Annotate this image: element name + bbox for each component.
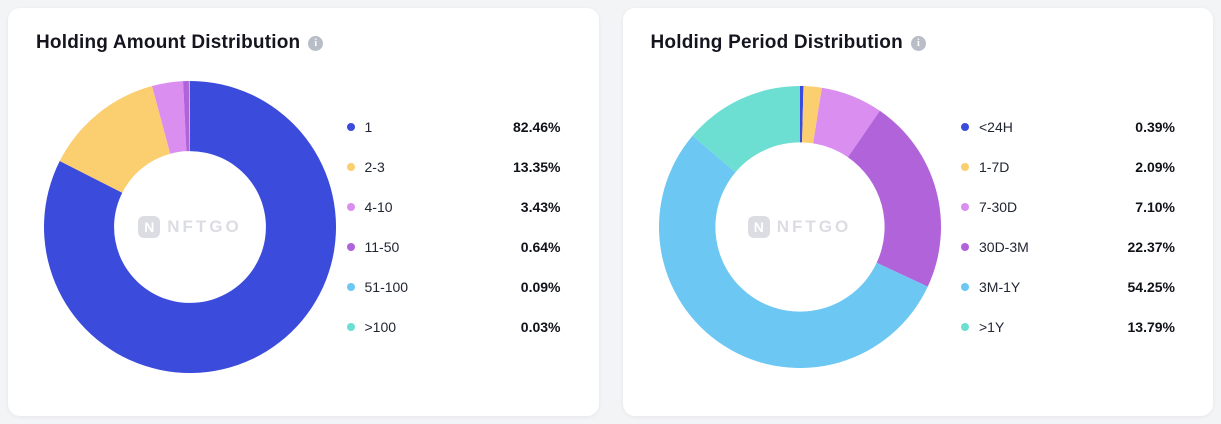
legend-label: >1Y bbox=[979, 319, 1005, 335]
donut-segment[interactable] bbox=[658, 135, 928, 368]
legend-dot bbox=[961, 123, 969, 131]
legend-dot bbox=[961, 203, 969, 211]
donut-segment[interactable] bbox=[44, 81, 336, 373]
legend-label: <24H bbox=[979, 119, 1013, 135]
legend: 1 82.46% 2-3 13.35% 4-10 3.43% 11-50 0.64% 51-10… bbox=[346, 119, 561, 335]
legend-label: 11-50 bbox=[364, 239, 400, 255]
holding-amount-chart-body: N NFTGO 1 82.46% 2-3 13.35% 4-10 3.43% 11-50 0.… bbox=[36, 54, 571, 396]
legend-dot bbox=[346, 323, 355, 331]
legend-item[interactable]: 51-100 0.09% bbox=[346, 279, 561, 295]
donut-segment[interactable] bbox=[152, 81, 187, 154]
legend-dot bbox=[961, 283, 969, 291]
legend-label: 4-10 bbox=[364, 199, 393, 215]
donut-segment[interactable] bbox=[188, 81, 190, 152]
donut-chart bbox=[44, 81, 336, 373]
legend-item[interactable]: 4-10 3.43% bbox=[346, 199, 561, 215]
legend: <24H 0.39% 1-7D 2.09% 7-30D 7.10% 30D-3M 22.37%… bbox=[961, 119, 1175, 335]
holding-amount-header: Holding Amount Distribution i bbox=[36, 32, 571, 54]
legend-percent: 3.43% bbox=[520, 199, 561, 215]
legend-dot bbox=[961, 163, 969, 171]
legend-label: 2-3 bbox=[364, 159, 385, 175]
legend-dot bbox=[346, 203, 355, 211]
donut-segment[interactable] bbox=[183, 81, 190, 152]
legend-item[interactable]: 1-7D 2.09% bbox=[961, 159, 1175, 175]
legend-dot bbox=[346, 123, 355, 131]
legend-item[interactable]: >100 0.03% bbox=[346, 319, 561, 335]
legend-percent: 0.64% bbox=[520, 239, 561, 255]
holding-period-title: Holding Period Distribution bbox=[650, 32, 903, 53]
legend-dot bbox=[961, 323, 969, 331]
donut-segment[interactable] bbox=[847, 110, 941, 287]
legend-label: 30D-3M bbox=[979, 239, 1029, 255]
legend-percent: 0.39% bbox=[1135, 119, 1175, 135]
legend-item[interactable]: 3M-1Y 54.25% bbox=[961, 279, 1175, 295]
info-icon[interactable]: i bbox=[308, 35, 324, 51]
legend-percent: 54.25% bbox=[1127, 279, 1175, 295]
holding-period-donut: N NFTGO bbox=[658, 86, 941, 368]
legend-item[interactable]: 1 82.46% bbox=[346, 119, 561, 135]
legend-label: 1-7D bbox=[979, 159, 1010, 175]
donut-segment[interactable] bbox=[59, 86, 171, 193]
info-icon[interactable]: i bbox=[910, 35, 926, 51]
legend-dot bbox=[346, 283, 355, 291]
legend-item[interactable]: >1Y 13.79% bbox=[961, 319, 1175, 335]
legend-percent: 2.09% bbox=[1135, 159, 1175, 175]
legend-item[interactable]: 30D-3M 22.37% bbox=[961, 239, 1175, 255]
legend-item[interactable]: 7-30D 7.10% bbox=[961, 199, 1175, 215]
holding-amount-title: Holding Amount Distribution bbox=[36, 32, 301, 53]
donut-segment[interactable] bbox=[799, 86, 803, 143]
legend-percent: 7.10% bbox=[1135, 199, 1175, 215]
legend-dot bbox=[346, 243, 355, 251]
legend-label: 3M-1Y bbox=[979, 279, 1021, 295]
donut-segment[interactable] bbox=[801, 86, 822, 144]
holding-period-card: Holding Period Distribution i N NFTGO <2… bbox=[622, 8, 1213, 416]
legend-dot bbox=[961, 243, 969, 251]
legend-label: 7-30D bbox=[979, 199, 1018, 215]
legend-percent: 0.03% bbox=[520, 319, 561, 335]
legend-percent: 82.46% bbox=[513, 119, 561, 135]
legend-item[interactable]: 11-50 0.64% bbox=[346, 239, 561, 255]
donut-chart bbox=[658, 86, 941, 368]
legend-percent: 22.37% bbox=[1127, 239, 1175, 255]
legend-label: 1 bbox=[364, 119, 373, 135]
holding-period-chart-body: N NFTGO <24H 0.39% 1-7D 2.09% 7-30D 7.10% 30D-… bbox=[651, 54, 1186, 396]
holding-amount-donut: N NFTGO bbox=[44, 81, 336, 373]
legend-percent: 13.35% bbox=[513, 159, 561, 175]
legend-item[interactable]: 2-3 13.35% bbox=[346, 159, 561, 175]
holding-period-header: Holding Period Distribution i bbox=[651, 32, 1186, 54]
donut-segment[interactable] bbox=[692, 86, 800, 173]
legend-item[interactable]: <24H 0.39% bbox=[961, 119, 1175, 135]
holding-amount-card: Holding Amount Distribution i N NFTGO 1 8… bbox=[8, 8, 599, 416]
legend-dot bbox=[346, 163, 355, 171]
donut-segment[interactable] bbox=[812, 87, 880, 158]
legend-percent: 13.79% bbox=[1127, 319, 1175, 335]
legend-label: 51-100 bbox=[364, 279, 409, 295]
legend-label: >100 bbox=[364, 319, 397, 335]
legend-percent: 0.09% bbox=[520, 279, 561, 295]
